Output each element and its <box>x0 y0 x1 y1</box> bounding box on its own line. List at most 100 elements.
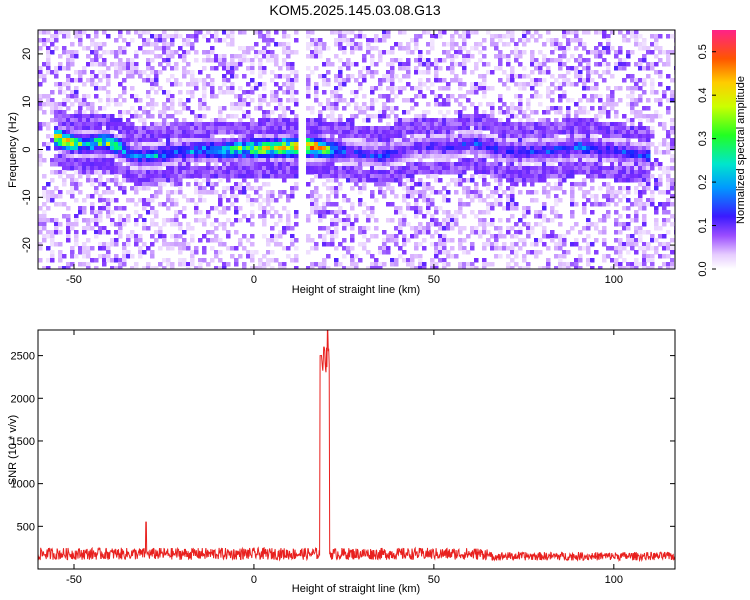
heatmap-cell <box>414 242 419 247</box>
heatmap-cell <box>286 42 291 47</box>
heatmap-cell <box>142 142 147 147</box>
heatmap-cell <box>414 170 419 175</box>
heatmap-cell <box>158 158 163 163</box>
heatmap-cell <box>574 142 579 147</box>
heatmap-cell <box>306 158 311 163</box>
heatmap-cell <box>622 242 627 247</box>
heatmap-cell <box>114 38 119 43</box>
heatmap-cell <box>446 182 451 187</box>
heatmap-cell <box>266 130 271 135</box>
heatmap-cell <box>114 74 119 79</box>
heatmap-cell <box>386 86 391 91</box>
heatmap-cell <box>418 118 423 123</box>
heatmap-cell <box>242 46 247 51</box>
heatmap-cell <box>578 158 583 163</box>
heatmap-cell <box>598 138 603 143</box>
heatmap-cell <box>634 82 639 87</box>
heatmap-cell <box>586 78 591 83</box>
heatmap-cell <box>110 218 115 223</box>
heatmap-cell <box>78 98 83 103</box>
heatmap-cell <box>342 134 347 139</box>
heatmap-cell <box>474 214 479 219</box>
heatmap-cell <box>478 114 483 119</box>
heatmap-cell <box>526 118 531 123</box>
heatmap-cell <box>162 238 167 243</box>
heatmap-cell <box>38 242 43 247</box>
heatmap-cell <box>282 154 287 159</box>
heatmap-cell <box>242 102 247 107</box>
heatmap-cell <box>314 194 319 199</box>
heatmap-cell <box>46 194 51 199</box>
heatmap-cell <box>326 98 331 103</box>
heatmap-cell <box>534 142 539 147</box>
heatmap-cell <box>554 194 559 199</box>
heatmap-cell <box>150 198 155 203</box>
heatmap-cell <box>438 162 443 167</box>
heatmap-cell <box>410 234 415 239</box>
heatmap-cell <box>590 50 595 55</box>
heatmap-cell <box>238 174 243 179</box>
heatmap-cell <box>62 158 67 163</box>
heatmap-cell <box>190 134 195 139</box>
heatmap-cell <box>570 150 575 155</box>
heatmap-cell <box>294 246 299 251</box>
heatmap-cell <box>342 34 347 39</box>
heatmap-cell <box>594 50 599 55</box>
heatmap-cell <box>166 150 171 155</box>
heatmap-cell <box>554 174 559 179</box>
heatmap-cell <box>522 158 527 163</box>
heatmap-cell <box>114 62 119 67</box>
heatmap-cell <box>442 150 447 155</box>
heatmap-cell <box>530 198 535 203</box>
heatmap-cell <box>578 106 583 111</box>
heatmap-cell <box>170 234 175 239</box>
heatmap-cell <box>334 30 339 35</box>
heatmap-cell <box>358 150 363 155</box>
heatmap-cell <box>322 146 327 151</box>
heatmap-cell <box>242 114 247 119</box>
heatmap-cell <box>146 174 151 179</box>
heatmap-cell <box>142 50 147 55</box>
heatmap-cell <box>418 142 423 147</box>
heatmap-cell <box>606 198 611 203</box>
heatmap-cell <box>282 46 287 51</box>
heatmap-cell <box>342 142 347 147</box>
heatmap-cell <box>434 230 439 235</box>
heatmap-cell <box>662 218 667 223</box>
heatmap-cell <box>162 110 167 115</box>
heatmap-cell <box>574 138 579 143</box>
heatmap-cell <box>78 122 83 127</box>
heatmap-cell <box>66 74 71 79</box>
heatmap-cell <box>106 130 111 135</box>
heatmap-cell <box>522 238 527 243</box>
heatmap-cell <box>618 178 623 183</box>
heatmap-cell <box>634 214 639 219</box>
heatmap-cell <box>634 218 639 223</box>
heatmap-cell <box>538 134 543 139</box>
heatmap-cell <box>350 170 355 175</box>
heatmap-cell <box>358 74 363 79</box>
heatmap-cell <box>462 146 467 151</box>
heatmap-cell <box>490 246 495 251</box>
heatmap-cell <box>338 114 343 119</box>
heatmap-cell <box>222 194 227 199</box>
heatmap-cell <box>118 138 123 143</box>
heatmap-cell <box>122 158 127 163</box>
heatmap-cell <box>354 146 359 151</box>
heatmap-cell <box>430 38 435 43</box>
heatmap-cell <box>254 86 259 91</box>
heatmap-cell <box>358 226 363 231</box>
heatmap-cell <box>558 142 563 147</box>
heatmap-cell <box>474 126 479 131</box>
heatmap-cell <box>550 42 555 47</box>
heatmap-cell <box>502 122 507 127</box>
heatmap-cell <box>490 166 495 171</box>
heatmap-cell <box>614 138 619 143</box>
heatmap-cell <box>454 50 459 55</box>
heatmap-cell <box>42 30 47 35</box>
heatmap-cell <box>562 118 567 123</box>
heatmap-cell <box>126 174 131 179</box>
heatmap-cell <box>534 158 539 163</box>
heatmap-cell <box>574 46 579 51</box>
heatmap-cell <box>362 162 367 167</box>
